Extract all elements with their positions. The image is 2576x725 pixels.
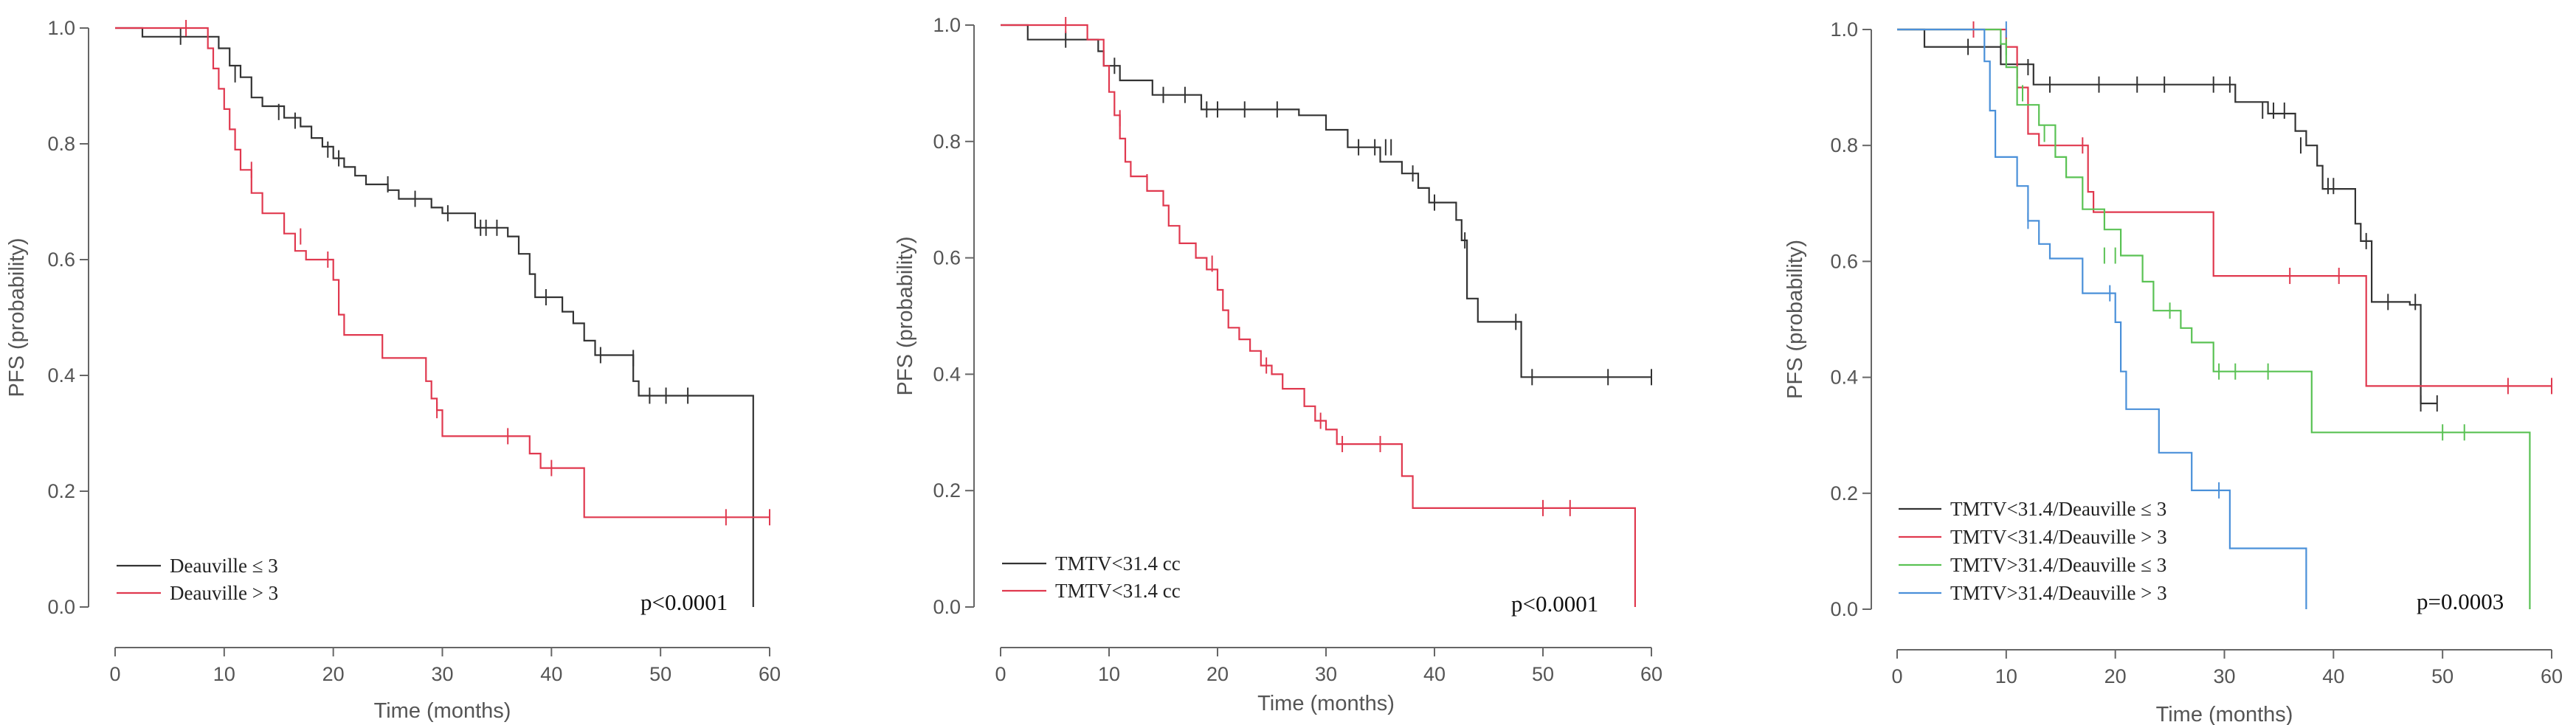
legend-label: Deauville > 3 (170, 582, 278, 604)
survival-curve-1 (1897, 28, 2437, 405)
y-tick-label: 1.0 (1830, 18, 1858, 41)
y-tick-label: 0.6 (1830, 250, 1858, 272)
y-tick-label: 0.6 (47, 249, 75, 271)
x-tick-label: 10 (1995, 665, 2017, 687)
y-tick-label: 0.4 (1830, 367, 1858, 389)
legend-label: TMTV<31.4/Deauville ≤ 3 (1950, 498, 2166, 520)
y-axis-label: PFS (probability) (894, 237, 917, 396)
y-tick-label: 0.0 (47, 596, 75, 618)
x-tick-label: 0 (109, 663, 120, 685)
survival-curve-3 (1897, 28, 2531, 609)
y-tick-label: 1.0 (933, 14, 961, 36)
x-tick-label: 30 (431, 663, 453, 685)
y-axis-label: PFS (probability) (5, 238, 29, 398)
survival-curve-1 (1001, 24, 1651, 378)
y-axis-label: PFS (probability) (1783, 240, 1807, 399)
y-tick-label: 0.8 (1830, 134, 1858, 156)
y-tick-label: 0.6 (933, 247, 961, 269)
y-tick-label: 0.8 (47, 133, 75, 155)
y-tick-label: 0.0 (1830, 598, 1858, 620)
x-tick-label: 30 (1315, 663, 1337, 685)
x-tick-label: 50 (649, 663, 671, 685)
x-tick-label: 50 (2431, 665, 2454, 687)
x-tick-label: 40 (1423, 663, 1446, 685)
p-value-label: p<0.0001 (640, 589, 728, 615)
survival-curve-2 (115, 27, 770, 518)
y-tick-label: 0.4 (47, 364, 75, 386)
survival-curve-1 (115, 27, 754, 607)
y-tick-label: 0.2 (47, 480, 75, 502)
x-tick-label: 60 (1640, 663, 1662, 685)
km-panel-1: 0.0 0.2 0.4 0.6 0.8 1.0 0 10 20 30 40 50 60 Time (mon… (5, 17, 781, 723)
survival-curve-4 (1897, 28, 2307, 609)
y-tick-label: 0.2 (933, 479, 961, 502)
y-tick-label: 1.0 (47, 17, 75, 39)
x-tick-label: 10 (1098, 663, 1120, 685)
x-tick-label: 0 (995, 663, 1006, 685)
x-tick-label: 30 (2213, 665, 2235, 687)
survival-curve-2 (1001, 24, 1636, 607)
y-tick-label: 0.0 (933, 596, 961, 618)
km-panel-2: 0.0 0.2 0.4 0.6 0.8 1.0 0 10 20 30 40 50 60 Time (mon… (894, 14, 1662, 715)
x-tick-label: 20 (2104, 665, 2127, 687)
x-tick-label: 40 (540, 663, 562, 685)
y-tick-label: 0.4 (933, 363, 961, 385)
x-tick-label: 40 (2322, 665, 2344, 687)
y-tick-label: 0.8 (933, 131, 961, 153)
legend-label: TMTV<31.4 cc (1055, 552, 1181, 575)
x-axis-label: Time (months) (374, 699, 511, 723)
legend-label: TMTV>31.4/Deauville > 3 (1950, 582, 2167, 604)
legend-label: Deauville ≤ 3 (170, 555, 278, 577)
x-tick-label: 60 (2541, 665, 2563, 687)
x-axis-label: Time (months) (2156, 703, 2293, 725)
x-tick-label: 20 (1206, 663, 1229, 685)
x-tick-label: 10 (213, 663, 235, 685)
x-tick-label: 50 (1532, 663, 1554, 685)
p-value-label: p=0.0003 (2417, 589, 2504, 614)
x-tick-label: 60 (759, 663, 781, 685)
legend-label: TMTV<31.4/Deauville > 3 (1950, 526, 2167, 548)
p-value-label: p<0.0001 (1511, 591, 1598, 617)
legend-label: TMTV<31.4 cc (1055, 580, 1181, 602)
x-axis-label: Time (months) (1257, 692, 1395, 715)
legend-label: TMTV>31.4/Deauville ≤ 3 (1950, 554, 2166, 576)
survival-curve-2 (1897, 28, 2552, 387)
x-tick-label: 0 (1891, 665, 1902, 687)
x-tick-label: 20 (322, 663, 345, 685)
y-tick-label: 0.2 (1830, 482, 1858, 504)
km-panel-3: 0.0 0.2 0.4 0.6 0.8 1.0 0 10 20 30 40 50 60 Time (mon… (1783, 18, 2563, 725)
